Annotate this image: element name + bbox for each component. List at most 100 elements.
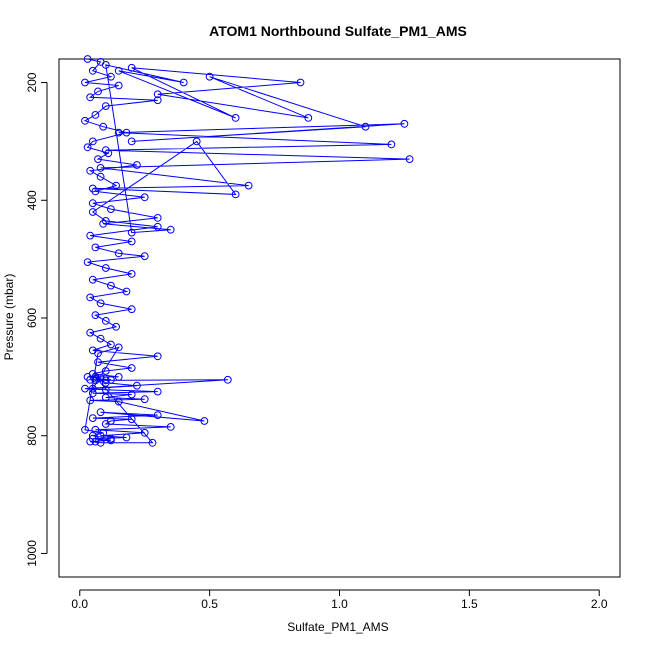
data-point (99, 428, 108, 437)
data-point (88, 389, 97, 398)
data-point (107, 434, 115, 443)
data-point (112, 322, 120, 331)
data-point (101, 317, 110, 325)
data-point (101, 367, 110, 375)
data-point (192, 137, 201, 146)
data-point (140, 193, 149, 202)
data-point (114, 81, 123, 90)
data-point (83, 143, 92, 152)
data-point (114, 397, 123, 406)
data-point (153, 411, 162, 420)
data-point (200, 417, 209, 425)
data-point (148, 438, 157, 447)
x-tick-label: 1.0 (331, 597, 348, 611)
data-point (107, 340, 115, 349)
data-point (94, 87, 102, 96)
data-point (122, 433, 131, 442)
x-tick-label: 1.5 (461, 597, 478, 611)
data-point (405, 155, 414, 164)
data-point (140, 395, 149, 404)
data-point (153, 352, 162, 361)
data-point (153, 387, 162, 396)
x-axis-label: Sulfate_PM1_AMS (287, 620, 388, 634)
data-point (179, 78, 188, 87)
data-point (83, 258, 92, 267)
data-point (231, 190, 240, 199)
data-point (153, 214, 162, 222)
data-point (127, 390, 136, 399)
data-point (133, 381, 141, 390)
data-point (127, 137, 136, 146)
data-point (86, 166, 95, 175)
y-tick-label: 400 (25, 190, 39, 210)
y-axis: 200 400 600 800 1000 (25, 72, 48, 567)
data-point (96, 438, 105, 447)
data-point (107, 281, 115, 290)
data-point (101, 393, 110, 402)
data-point (127, 305, 136, 314)
data-point (94, 155, 102, 164)
data-point (86, 396, 95, 405)
data-point (81, 78, 89, 87)
data-point (91, 311, 100, 320)
data-point (101, 61, 110, 69)
data-point (91, 243, 100, 252)
data-point (361, 122, 370, 131)
data-point (223, 375, 232, 384)
data-point (304, 114, 313, 122)
data-point (166, 225, 175, 234)
data-point (153, 90, 162, 99)
plot-area-border (58, 58, 621, 578)
x-axis: 0.0 0.5 1.0 1.5 2.0 (71, 589, 608, 611)
data-point (400, 119, 409, 128)
data-point (86, 293, 95, 302)
data-point (94, 349, 102, 358)
data-point (127, 415, 136, 424)
data-point (101, 102, 110, 110)
data-point (96, 334, 105, 343)
data-point (231, 114, 240, 122)
data-point (122, 128, 131, 137)
data-point (101, 420, 110, 428)
data-point (96, 374, 105, 382)
data-point (387, 140, 396, 149)
data-point (114, 373, 123, 381)
data-point (96, 164, 105, 172)
data-point (91, 376, 100, 385)
data-point (127, 237, 136, 246)
data-point (81, 425, 89, 434)
data-point (112, 181, 120, 190)
data-point (127, 63, 136, 72)
data-point (107, 72, 115, 81)
x-tick-label: 0.0 (71, 597, 88, 611)
data-point (88, 184, 97, 193)
data-point (91, 373, 100, 381)
data-point (114, 128, 123, 137)
data-point (99, 122, 108, 131)
data-point (127, 228, 136, 237)
data-point (81, 116, 89, 125)
data-layer (81, 55, 414, 447)
data-point (101, 376, 110, 385)
data-point (127, 364, 136, 372)
data-point (296, 78, 305, 87)
data-point (205, 72, 214, 81)
data-point (88, 275, 97, 284)
x-tick-label: 2.0 (591, 597, 608, 611)
data-point (101, 146, 110, 155)
data-point (88, 66, 97, 75)
data-point (88, 384, 97, 393)
data-point (88, 199, 97, 208)
y-tick-label: 200 (25, 72, 39, 92)
data-point (107, 205, 115, 214)
data-point (86, 328, 95, 337)
data-point (114, 343, 123, 352)
y-tick-label: 600 (25, 308, 39, 328)
x-tick-label: 0.5 (201, 597, 218, 611)
chart-title: ATOM1 Northbound Sulfate_PM1_AMS (209, 23, 467, 39)
data-point (166, 423, 175, 431)
data-point (91, 437, 100, 446)
y-tick-label: 800 (25, 425, 39, 445)
data-point (101, 378, 110, 387)
